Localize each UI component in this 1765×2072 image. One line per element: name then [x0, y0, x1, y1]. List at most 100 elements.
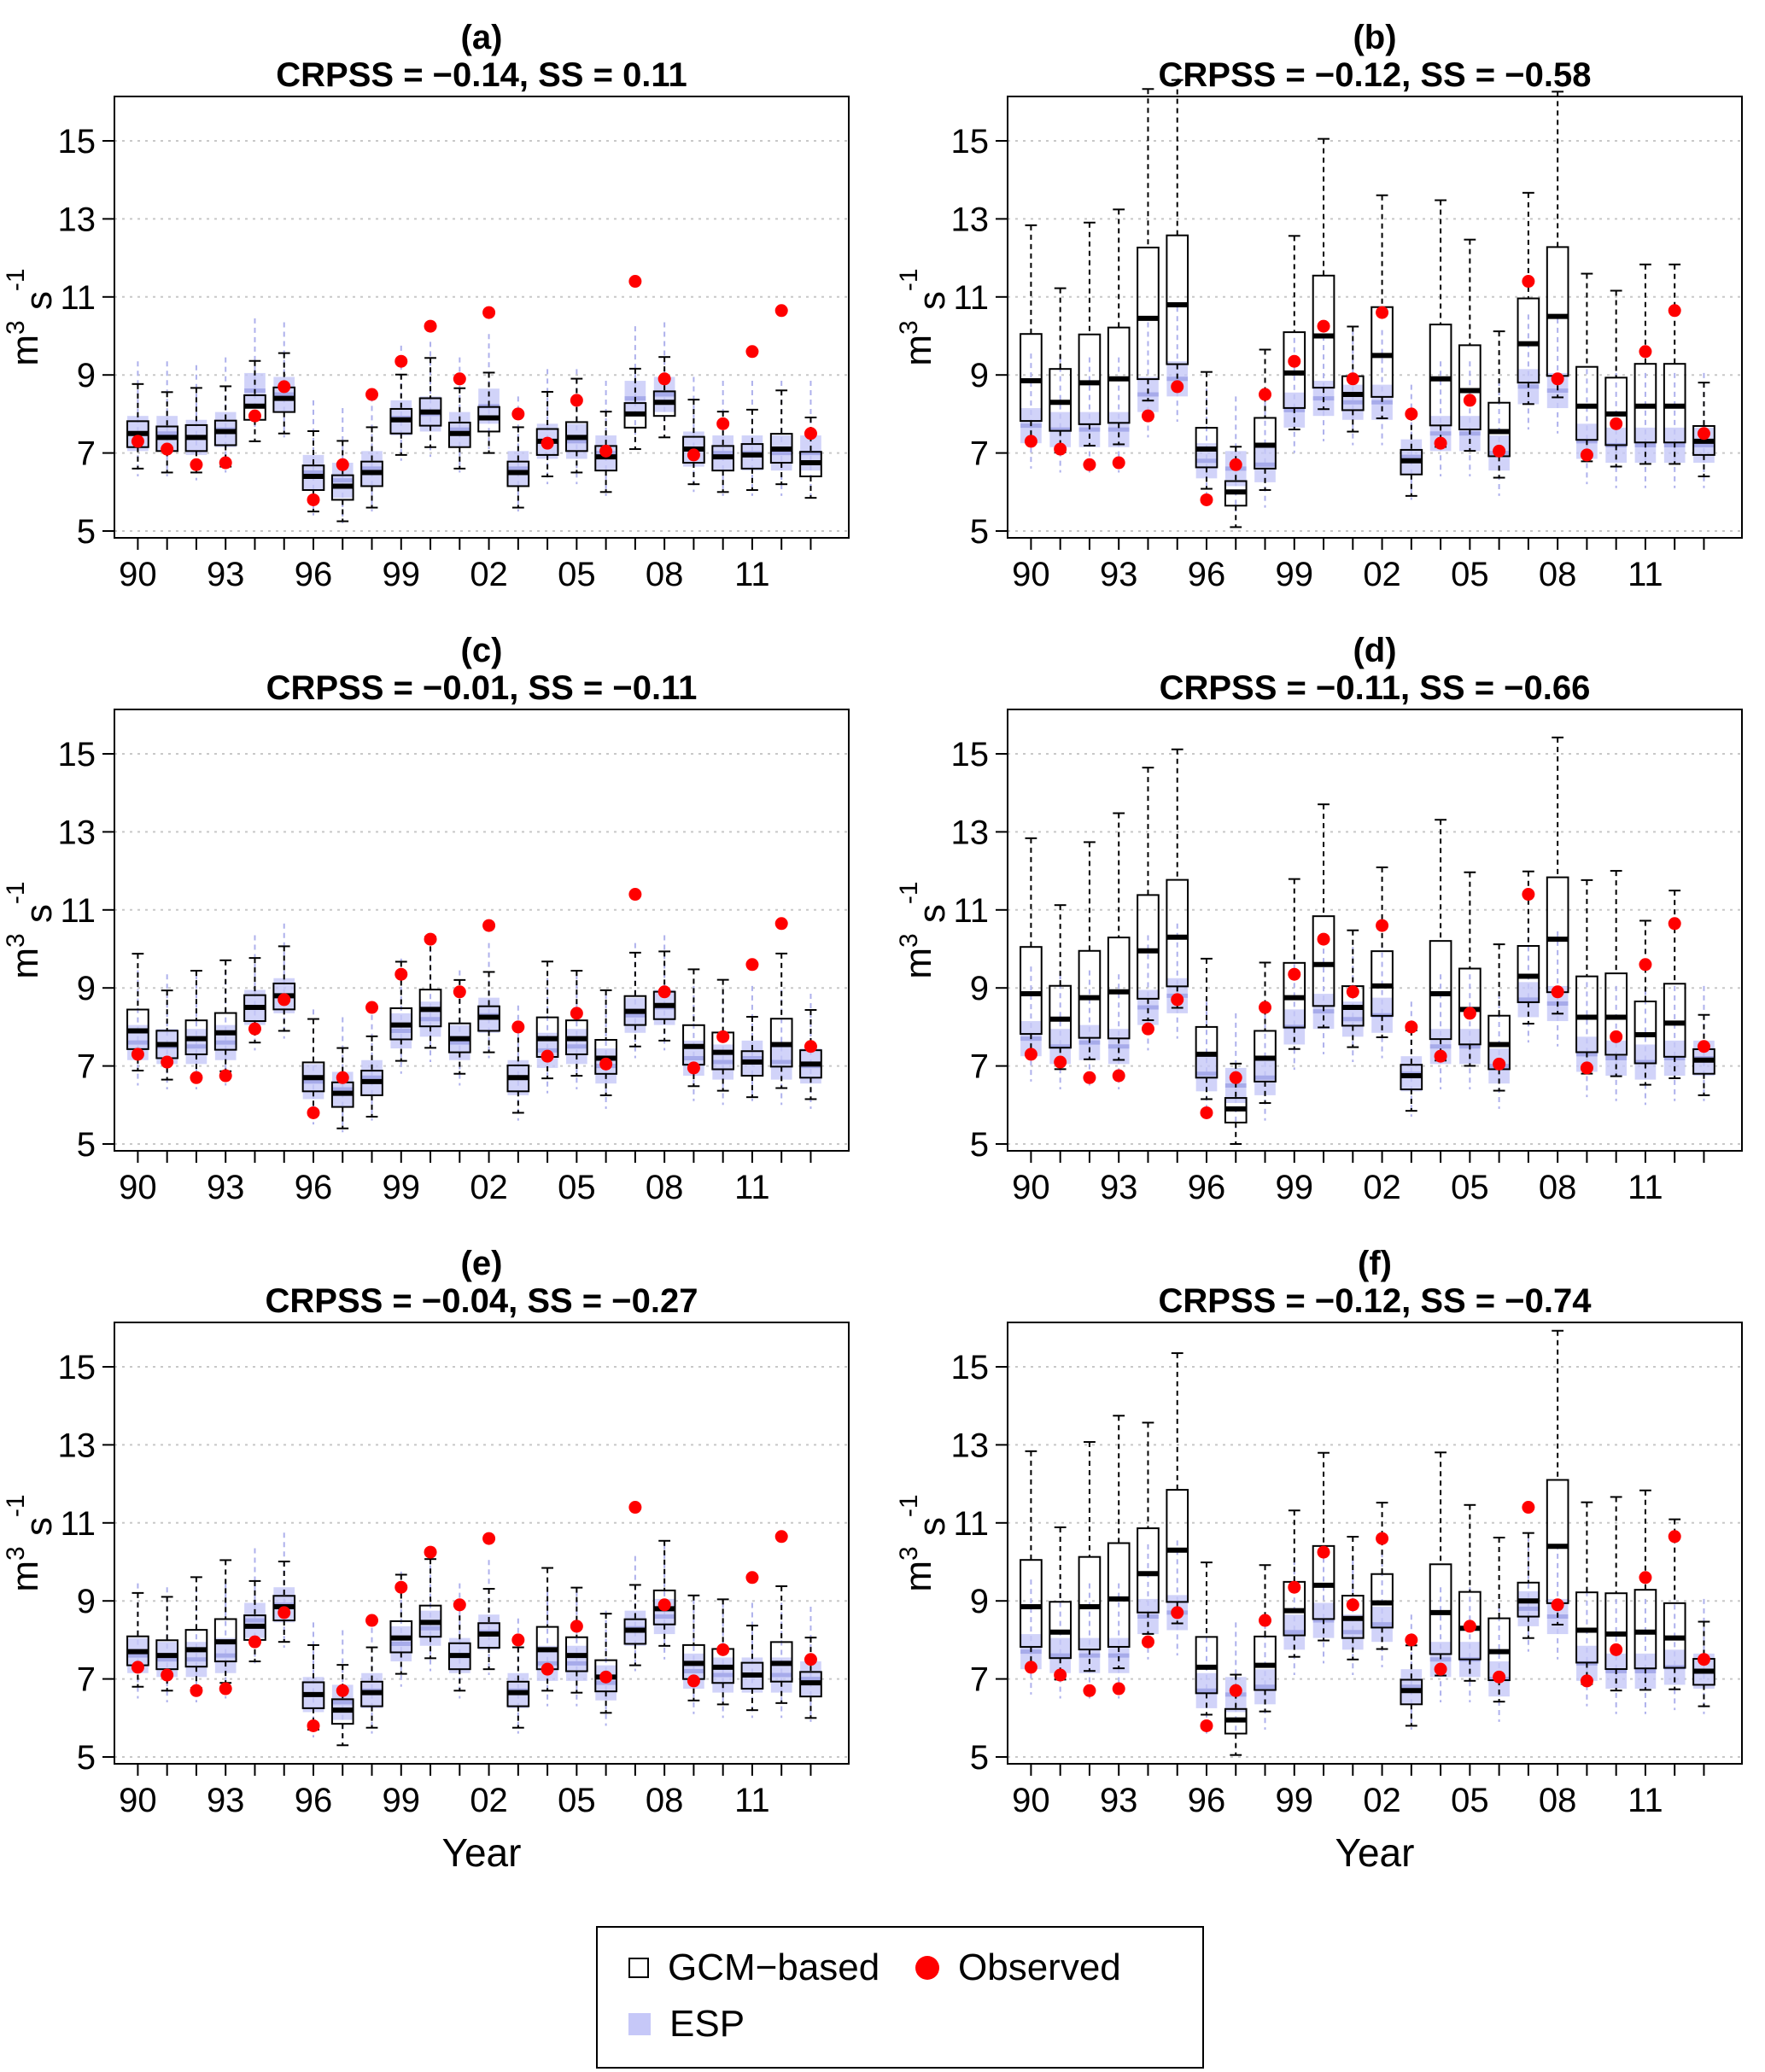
esp-box-03 [1400, 384, 1423, 500]
ytick-label: 15 [951, 736, 990, 773]
esp-box-11 [1634, 989, 1657, 1106]
observed-point-98 [365, 1001, 379, 1014]
gcm-box-97 [1224, 1673, 1248, 1756]
observed-point-95 [278, 1606, 291, 1620]
esp-box-03 [1400, 1614, 1423, 1731]
ytick-label: 9 [77, 1583, 96, 1620]
observed-point-94 [248, 409, 261, 423]
ytick-label: 5 [77, 513, 96, 551]
observed-point-03 [1405, 1633, 1418, 1647]
gcm-iqr [1137, 246, 1160, 381]
observed-point-04 [541, 1049, 554, 1063]
gcm-box-95 [1166, 1351, 1189, 1625]
gcm-iqr [1107, 326, 1131, 424]
observed-point-94 [248, 1635, 261, 1649]
observed-point-98 [365, 388, 379, 401]
observed-point-07 [1522, 1501, 1535, 1515]
gcm-iqr [1137, 894, 1160, 1000]
observed-point-93 [1112, 1069, 1125, 1083]
observed-point-90 [1024, 1048, 1037, 1061]
ytick-label: 5 [77, 1739, 96, 1777]
gcm-iqr [1429, 324, 1452, 427]
observed-point-90 [1024, 1661, 1037, 1674]
gcm-box-08 [652, 356, 676, 439]
esp-box-05 [1459, 361, 1481, 477]
ytick-label: 9 [970, 1583, 989, 1620]
gcm-box-98 [360, 1035, 383, 1118]
gcm-iqr [1458, 1590, 1482, 1661]
observed-point-92 [190, 1071, 203, 1084]
gcm-box-02 [477, 1588, 500, 1671]
observed-point-97 [336, 1071, 349, 1084]
observed-point-00 [424, 1545, 437, 1559]
gcm-box-96 [1195, 957, 1219, 1100]
observed-point-91 [161, 1055, 174, 1069]
gcm-box-99 [1283, 235, 1306, 431]
observed-point-97 [1229, 1684, 1242, 1697]
observed-point-96 [307, 1106, 320, 1119]
observed-point-00 [424, 319, 437, 333]
gcm-iqr [1020, 1559, 1043, 1649]
gcm-iqr [1166, 878, 1189, 988]
esp-box-09 [1576, 369, 1598, 485]
gcm-iqr [1604, 376, 1628, 447]
observed-point-11 [745, 958, 759, 972]
gcm-box-04 [535, 960, 559, 1080]
esp-box-07 [1517, 314, 1540, 430]
observed-point-09 [1580, 1674, 1593, 1688]
esp-box-00 [419, 947, 441, 1063]
observed-point-11 [1639, 958, 1652, 972]
observed-point-92 [1083, 458, 1096, 471]
ytick-label: 11 [60, 279, 96, 317]
gcm-iqr [1078, 949, 1102, 1039]
esp-box-02 [1371, 943, 1393, 1059]
esp-box-91 [1049, 974, 1072, 1090]
gcm-iqr [1517, 297, 1540, 384]
gcm-box-91 [155, 989, 179, 1081]
ytick-label: 13 [951, 814, 990, 851]
observed-point-05 [1463, 1620, 1476, 1633]
esp-box-95 [1166, 1540, 1189, 1656]
gcm-box-06 [1487, 1537, 1511, 1703]
observed-point-90 [131, 1048, 144, 1061]
observed-point-91 [1054, 1055, 1067, 1069]
xlabel: Year [1335, 1830, 1415, 1875]
gcm-box-00 [1312, 137, 1335, 411]
gcm-box-11 [1634, 263, 1657, 465]
esp-box-02 [1371, 330, 1393, 446]
observed-point-04 [541, 436, 554, 450]
observed-point-98 [1259, 1001, 1272, 1014]
observed-point-90 [1024, 435, 1037, 448]
observed-point-02 [1376, 1532, 1389, 1545]
xtick-label: 02 [470, 1169, 508, 1206]
gcm-box-13 [799, 1008, 822, 1100]
observed-point-04 [1434, 436, 1447, 450]
gcm-box-01 [447, 978, 471, 1075]
esp-box-10 [1605, 985, 1628, 1101]
panel-c: (c)CRPSS = −0.01, SS = −0.11 5 7 9 11 13 15 m3 … [2, 632, 850, 1206]
observed-point-96 [1200, 493, 1213, 506]
observed-point-10 [1610, 417, 1623, 430]
observed-point-92 [190, 1684, 203, 1697]
esp-box-05 [1459, 974, 1481, 1090]
gcm-iqr [1107, 937, 1131, 1040]
observed-point-90 [131, 435, 144, 448]
gcm-box-07 [623, 367, 647, 451]
gcm-box-01 [1341, 1536, 1365, 1661]
gcm-iqr [1663, 363, 1686, 444]
observed-point-90 [131, 1661, 144, 1674]
observed-point-99 [394, 967, 408, 981]
observed-point-95 [278, 380, 291, 394]
ylabel: m3 s-1 [2, 881, 60, 978]
observed-point-07 [1522, 275, 1535, 289]
esp-box-99 [390, 958, 412, 1074]
gcm-iqr [1312, 915, 1335, 1007]
ylabel: m3 s-1 [2, 1494, 60, 1591]
xtick-label: 96 [1188, 556, 1226, 593]
esp-box-00 [1312, 326, 1335, 441]
observed-point-03 [511, 1633, 525, 1647]
observed-point-97 [336, 1684, 349, 1697]
esp-box-90 [1020, 353, 1042, 469]
observed-point-13 [804, 1040, 817, 1054]
panel-label: (c) [461, 632, 503, 669]
